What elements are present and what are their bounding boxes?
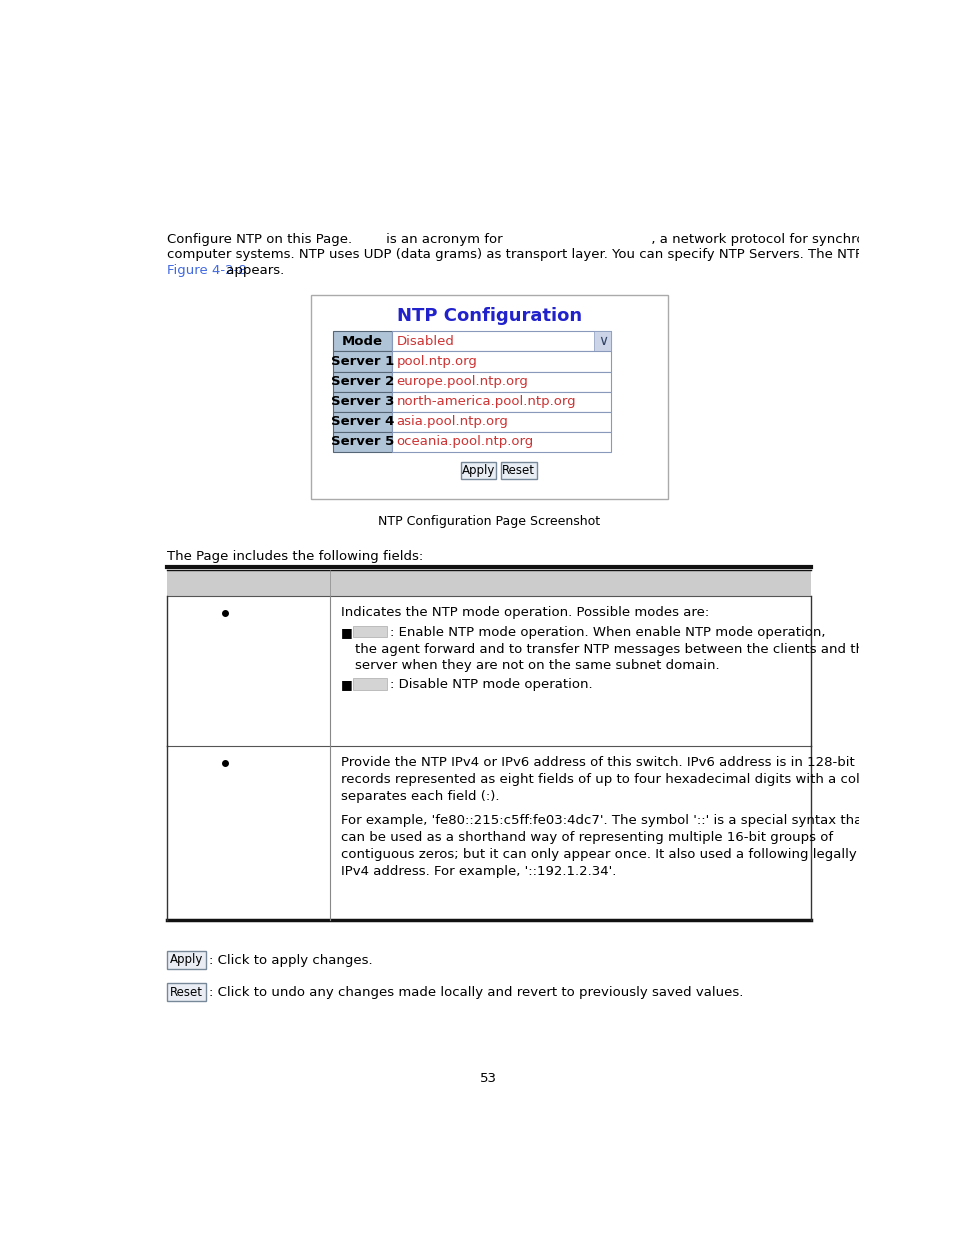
Text: Server 3: Server 3 <box>331 395 394 409</box>
Bar <box>392 372 611 391</box>
Text: separates each field (:).: separates each field (:). <box>340 789 498 803</box>
Bar <box>500 462 536 479</box>
Text: Server 2: Server 2 <box>331 375 394 388</box>
Text: computer systems. NTP uses UDP (data grams) as transport layer. You can specify : computer systems. NTP uses UDP (data gra… <box>167 248 953 262</box>
Bar <box>333 431 392 452</box>
Bar <box>353 626 387 637</box>
Text: : Click to undo any changes made locally and revert to previously saved values.: : Click to undo any changes made locally… <box>209 986 742 999</box>
Bar <box>167 951 206 969</box>
Text: : Enable NTP mode operation. When enable NTP mode operation,: : Enable NTP mode operation. When enable… <box>390 626 825 638</box>
Bar <box>460 462 496 479</box>
Text: Provide the NTP IPv4 or IPv6 address of this switch. IPv6 address is in 128-bit: Provide the NTP IPv4 or IPv6 address of … <box>340 756 854 768</box>
Text: pool.ntp.org: pool.ntp.org <box>396 356 477 368</box>
Text: Mode: Mode <box>342 336 383 348</box>
Bar <box>167 571 810 597</box>
Bar <box>167 597 810 746</box>
Text: Apply: Apply <box>170 953 203 966</box>
Text: Server 5: Server 5 <box>331 436 394 448</box>
Text: Disabled: Disabled <box>396 336 454 348</box>
Text: Reset: Reset <box>170 986 203 999</box>
Text: NTP Configuration Page Screenshot: NTP Configuration Page Screenshot <box>377 515 599 529</box>
Text: The Page includes the following fields:: The Page includes the following fields: <box>167 550 423 563</box>
Text: For example, 'fe80::215:c5ff:fe03:4dc7'. The symbol '::' is a special syntax tha: For example, 'fe80::215:c5ff:fe03:4dc7'.… <box>340 814 866 827</box>
Text: ■: ■ <box>340 626 353 638</box>
Bar <box>333 391 392 411</box>
Text: Configure NTP on this Page.        is an acronym for                            : Configure NTP on this Page. is an acrony… <box>167 233 953 246</box>
Text: europe.pool.ntp.org: europe.pool.ntp.org <box>396 375 528 388</box>
Bar <box>392 331 611 352</box>
Text: ■: ■ <box>340 678 353 690</box>
Bar <box>392 352 611 372</box>
Bar <box>167 746 810 920</box>
Bar <box>167 983 206 1002</box>
Bar <box>594 331 611 352</box>
Bar <box>392 411 611 431</box>
Text: Reset: Reset <box>501 464 535 478</box>
Text: ∨: ∨ <box>598 335 607 348</box>
Text: 53: 53 <box>480 1072 497 1086</box>
Text: oceania.pool.ntp.org: oceania.pool.ntp.org <box>396 436 534 448</box>
Text: records represented as eight fields of up to four hexadecimal digits with a colo: records represented as eight fields of u… <box>340 773 876 785</box>
Text: Server 1: Server 1 <box>331 356 394 368</box>
Bar <box>333 352 392 372</box>
Text: contiguous zeros; but it can only appear once. It also used a following legally: contiguous zeros; but it can only appear… <box>340 848 856 861</box>
Text: Figure 4-2-8: Figure 4-2-8 <box>167 264 247 277</box>
Text: : Disable NTP mode operation.: : Disable NTP mode operation. <box>390 678 593 690</box>
Bar <box>353 678 387 689</box>
Bar <box>333 411 392 431</box>
Text: : Click to apply changes.: : Click to apply changes. <box>209 953 373 967</box>
Text: the agent forward and to transfer NTP messages between the clients and the: the agent forward and to transfer NTP me… <box>355 642 871 656</box>
Text: IPv4 address. For example, '::192.1.2.34'.: IPv4 address. For example, '::192.1.2.34… <box>340 864 616 878</box>
Bar <box>311 294 667 499</box>
Bar <box>392 391 611 411</box>
Text: server when they are not on the same subnet domain.: server when they are not on the same sub… <box>355 659 719 673</box>
Bar <box>392 431 611 452</box>
Bar <box>333 372 392 391</box>
Text: Indicates the NTP mode operation. Possible modes are:: Indicates the NTP mode operation. Possib… <box>340 605 708 619</box>
Text: north-america.pool.ntp.org: north-america.pool.ntp.org <box>396 395 576 409</box>
Text: can be used as a shorthand way of representing multiple 16-bit groups of: can be used as a shorthand way of repres… <box>340 831 832 845</box>
Bar <box>333 331 392 352</box>
Text: Server 4: Server 4 <box>331 415 394 429</box>
Text: NTP Configuration: NTP Configuration <box>396 306 581 325</box>
Text: Apply: Apply <box>461 464 495 478</box>
Text: appears.: appears. <box>221 264 283 277</box>
Text: asia.pool.ntp.org: asia.pool.ntp.org <box>396 415 508 429</box>
